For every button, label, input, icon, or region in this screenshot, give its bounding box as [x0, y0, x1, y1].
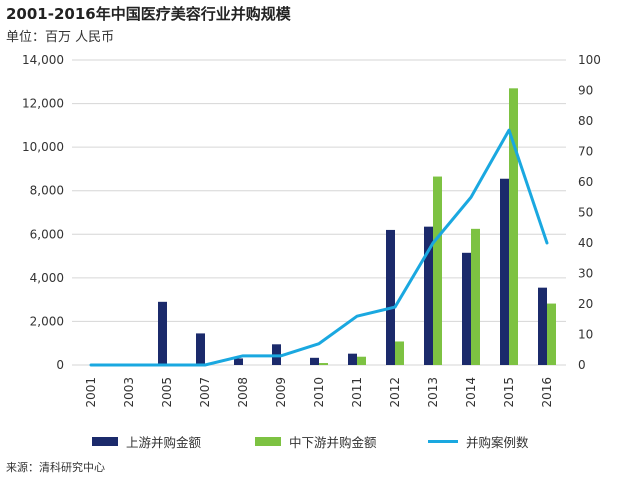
bar-downstream	[509, 88, 518, 366]
bars	[158, 88, 556, 366]
x-tick-label: 2009	[274, 377, 288, 408]
y-right-tick-label: 10	[578, 328, 593, 342]
bar-upstream	[196, 333, 205, 365]
y-right-tick-label: 0	[578, 358, 586, 372]
y-right-tick-label: 30	[578, 267, 593, 281]
bar-upstream	[500, 178, 509, 365]
bar-upstream	[158, 301, 167, 365]
x-tick-label: 2015	[502, 377, 516, 408]
source-note: 来源：清科研究中心	[6, 461, 105, 474]
legend: 上游并购金额 中下游并购金额 并购案例数	[0, 432, 618, 452]
bar-upstream	[538, 287, 547, 365]
bar-upstream	[386, 229, 395, 365]
chart-plot: 02,0004,0006,0008,00010,00012,00014,000 …	[22, 53, 601, 408]
legend-label-upstream: 上游并购金额	[126, 435, 202, 450]
y-left-tick-label: 12,000	[22, 97, 64, 111]
y-right-tick-label: 80	[578, 114, 593, 128]
bar-upstream	[234, 358, 243, 365]
y-left-tick-label: 4,000	[30, 271, 64, 285]
x-tick-label: 2012	[388, 377, 402, 408]
bar-upstream	[310, 357, 319, 365]
y-left-tick-label: 6,000	[30, 227, 64, 241]
y-right-tick-label: 20	[578, 297, 593, 311]
legend-swatch-cases	[428, 440, 458, 443]
x-axis-ticks: 2001 2003 2005 2007 2008 2009 2010 2011 2012 2013…	[84, 377, 554, 408]
y-left-tick-label: 2,000	[30, 314, 64, 328]
line-series	[89, 128, 549, 367]
legend-item-downstream: 中下游并购金额	[255, 432, 377, 451]
bar-downstream	[471, 228, 480, 365]
y-right-tick-label: 50	[578, 206, 593, 220]
legend-label-cases: 并购案例数	[466, 435, 529, 450]
y-right-tick-label: 70	[578, 145, 593, 159]
legend-item-cases: 并购案例数	[428, 432, 529, 451]
y-right-tick-label: 90	[578, 84, 593, 98]
y-right-tick-label: 60	[578, 175, 593, 189]
bar-downstream	[395, 341, 404, 365]
y-left-tick-label: 10,000	[22, 140, 64, 154]
x-tick-label: 2014	[464, 377, 478, 408]
x-tick-label: 2003	[122, 377, 136, 408]
x-tick-label: 2013	[426, 377, 440, 408]
legend-item-upstream: 上游并购金额	[92, 432, 201, 451]
x-tick-label: 2007	[198, 377, 212, 408]
bar-downstream	[433, 176, 442, 365]
gridlines	[72, 59, 566, 366]
bar-upstream	[348, 353, 357, 365]
bar-downstream	[547, 303, 556, 365]
line-cases	[89, 128, 549, 367]
bar-downstream	[357, 356, 366, 365]
x-tick-label: 2016	[540, 377, 554, 408]
y-left-tick-label: 0	[56, 358, 64, 372]
bar-upstream	[424, 226, 433, 365]
x-tick-label: 2008	[236, 377, 250, 408]
bar-downstream	[319, 363, 328, 365]
x-tick-label: 2011	[350, 377, 364, 408]
left-axis-ticks: 0 2,000 4,000 6,000 8,000 10,000 12,000 14,000	[22, 53, 64, 372]
x-tick-label: 2005	[160, 377, 174, 408]
bar-upstream	[462, 252, 471, 365]
right-axis-ticks: 0 10 20 30 40 50 60 70 80 90 100	[578, 53, 601, 372]
legend-swatch-upstream	[92, 437, 118, 446]
y-left-tick-label: 14,000	[22, 53, 64, 67]
y-right-tick-label: 100	[578, 53, 601, 67]
x-tick-label: 2010	[312, 377, 326, 408]
legend-swatch-downstream	[255, 437, 281, 446]
y-left-tick-label: 8,000	[30, 184, 64, 198]
legend-label-downstream: 中下游并购金额	[289, 435, 377, 450]
x-tick-label: 2001	[84, 377, 98, 408]
chart-title: 2001-2016年中国医疗美容行业并购规模	[6, 5, 291, 23]
chart-unit-label: 单位：百万 人民币	[6, 30, 115, 45]
y-right-tick-label: 40	[578, 236, 593, 250]
